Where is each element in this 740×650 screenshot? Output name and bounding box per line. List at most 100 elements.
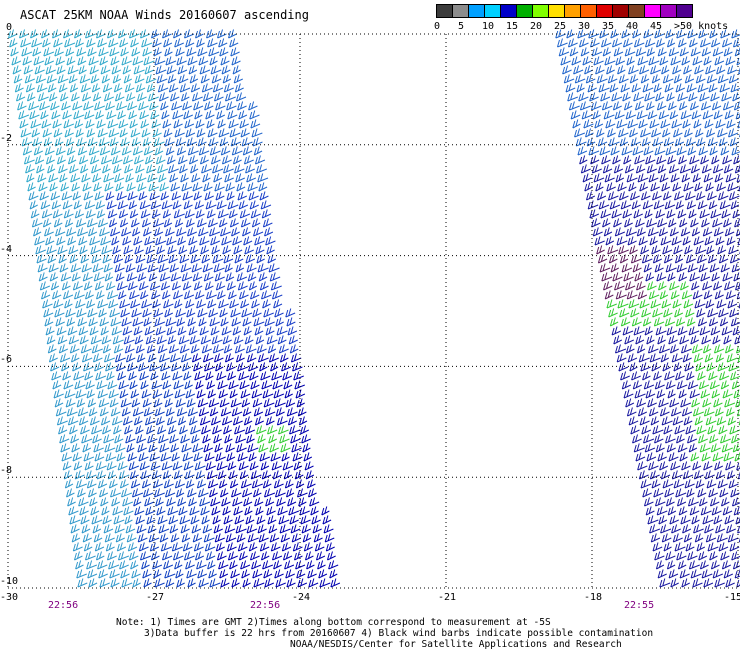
wind-barb: [166, 65, 177, 75]
wind-barb: [94, 191, 104, 201]
wind-barb: [304, 461, 314, 471]
wind-barb: [253, 227, 264, 237]
wind-barb: [78, 65, 87, 75]
wind-barb: [238, 110, 248, 120]
wind-barb: [647, 110, 658, 120]
wind-barb: [273, 389, 285, 399]
wind-barb: [650, 299, 661, 309]
wind-barb: [191, 434, 200, 444]
wind-barb: [648, 407, 659, 417]
wind-barb: [103, 92, 114, 102]
wind-barb: [704, 353, 714, 363]
wind-barb: [247, 443, 259, 453]
wind-barb: [657, 452, 667, 462]
wind-barb: [714, 578, 725, 588]
wind-barb: [100, 416, 111, 426]
wind-barb: [243, 416, 253, 426]
wind-barb: [154, 146, 164, 156]
wind-barb: [69, 164, 79, 174]
wind-barb: [111, 155, 123, 165]
wind-barb: [67, 65, 79, 75]
wind-barb: [725, 56, 736, 66]
wind-barb: [711, 506, 722, 516]
wind-barb: [152, 479, 163, 489]
wind-barb: [182, 362, 191, 372]
wind-barb: [107, 470, 117, 480]
wind-barb: [245, 515, 255, 525]
wind-barb: [96, 470, 107, 480]
wind-barb: [707, 425, 717, 435]
wind-barb: [563, 74, 575, 84]
wind-barb: [723, 452, 735, 462]
wind-barb: [216, 200, 227, 210]
wind-barb: [662, 245, 673, 255]
wind-barb: [686, 317, 696, 327]
wind-barb: [42, 128, 52, 138]
wind-barb: [103, 173, 115, 183]
wind-barb: [631, 317, 642, 327]
wind-barb: [104, 443, 116, 453]
wind-barb: [601, 101, 613, 111]
wind-barb: [614, 110, 625, 120]
wind-barb: [679, 452, 688, 462]
wind-barb: [235, 353, 245, 363]
wind-barb: [87, 308, 98, 318]
wind-barb: [256, 164, 267, 174]
wind-barb: [133, 65, 145, 75]
wind-barb: [115, 272, 125, 282]
wind-barb: [77, 317, 88, 327]
wind-barb: [108, 38, 119, 48]
wind-barb: [129, 290, 140, 300]
wind-barb: [121, 56, 132, 66]
wind-barb: [98, 308, 107, 318]
wind-barb: [73, 110, 85, 120]
wind-barb: [144, 326, 155, 336]
wind-barb: [66, 317, 76, 327]
wind-barb: [234, 164, 245, 174]
wind-barb: [168, 254, 178, 264]
wind-barb: [659, 290, 669, 300]
wind-barb: [257, 173, 269, 183]
wind-barb: [259, 191, 269, 201]
wind-barb: [686, 371, 695, 381]
wind-barb: [266, 245, 275, 255]
wind-barb: [88, 317, 98, 327]
wind-barb: [81, 92, 92, 102]
wind-barb: [669, 227, 679, 237]
wind-barb: [92, 353, 103, 363]
wind-barb: [143, 146, 154, 156]
wind-barb: [623, 101, 633, 111]
wind-barb: [226, 452, 236, 462]
wind-barb: [62, 371, 72, 381]
wind-barb: [330, 578, 341, 588]
wind-barb: [275, 407, 285, 417]
wind-barb: [63, 470, 73, 480]
wind-barb: [152, 560, 163, 570]
wind-barb: [604, 173, 615, 183]
wind-barb: [113, 515, 125, 525]
wind-barb: [75, 128, 84, 138]
wind-barb: [321, 506, 330, 516]
wind-barb: [111, 416, 123, 426]
wind-barb: [219, 569, 229, 579]
wind-barb: [214, 443, 223, 453]
map-title: ASCAT 25KM NOAA Winds 20160607 ascending: [20, 8, 309, 22]
wind-barb: [176, 146, 187, 156]
wind-barb: [614, 281, 625, 291]
wind-barb: [279, 353, 289, 363]
wind-barb: [691, 398, 701, 408]
wind-barb: [103, 263, 113, 273]
wind-barb: [165, 578, 175, 588]
wind-barb: [74, 290, 85, 300]
wind-barb: [670, 290, 680, 300]
wind-barb: [608, 254, 618, 264]
wind-barb: [46, 74, 57, 84]
wind-barb: [737, 525, 740, 534]
wind-barb: [141, 218, 151, 228]
wind-barb: [85, 380, 95, 390]
wind-barb: [567, 38, 578, 48]
wind-barb: [196, 479, 207, 489]
wind-barb: [621, 380, 632, 390]
wind-barb: [95, 461, 107, 471]
wind-barb: [629, 362, 638, 372]
